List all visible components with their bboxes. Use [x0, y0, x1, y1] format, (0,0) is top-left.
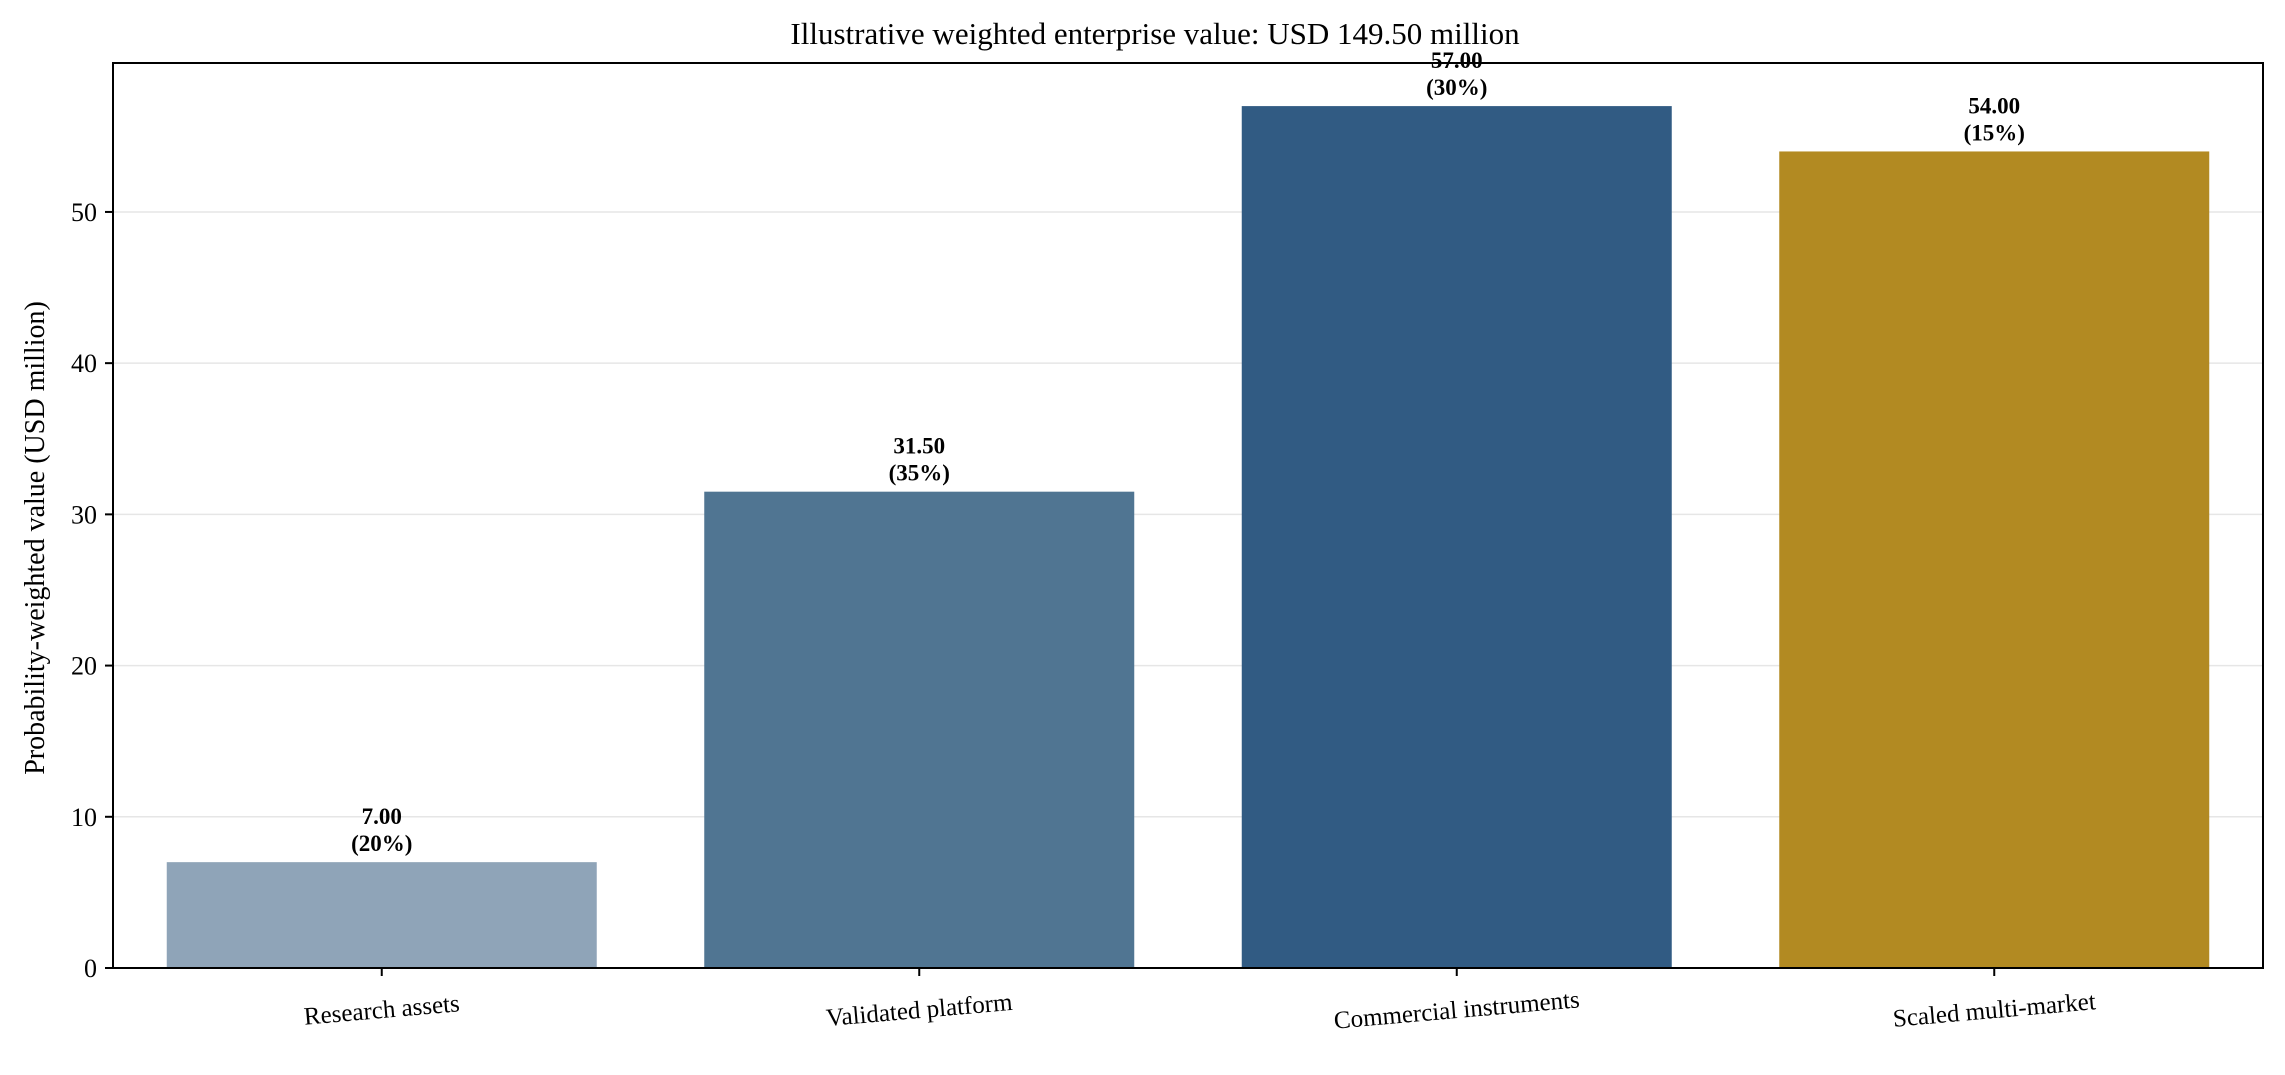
- bar-weight-label: (20%): [351, 831, 412, 856]
- bars: [166, 106, 2210, 969]
- bar-value-label: 31.50: [893, 434, 945, 459]
- y-axis-ticks: 0 10 20 30 40 50: [71, 198, 113, 983]
- x-tick-label: Validated platform: [825, 989, 1014, 1032]
- y-tick-label: 0: [84, 954, 97, 983]
- y-tick-label: 50: [71, 198, 97, 227]
- x-tick-label: Research assets: [303, 990, 461, 1031]
- bar-weight-label: (30%): [1426, 75, 1487, 100]
- chart-title: Illustrative weighted enterprise value: …: [790, 16, 1520, 51]
- bar: [1241, 106, 1672, 969]
- y-tick-label: 10: [71, 803, 97, 832]
- bar-weight-label: (15%): [1964, 120, 2025, 145]
- x-tick-label: Scaled multi-market: [1892, 988, 2097, 1033]
- y-tick-label: 40: [71, 349, 97, 378]
- bar-value-label: 54.00: [1968, 93, 2020, 118]
- y-axis-label: Probability-weighted value (USD million): [20, 301, 51, 775]
- x-tick-label: Commercial instruments: [1333, 986, 1581, 1034]
- bar: [1779, 151, 2210, 969]
- x-axis-ticks: Research assets Validated platform Commerc…: [303, 968, 2097, 1035]
- bar-value-label: 57.00: [1431, 48, 1483, 73]
- plot-frame: [112, 62, 2264, 969]
- bar: [166, 862, 597, 968]
- bar-value-label: 7.00: [362, 804, 402, 829]
- y-tick-label: 20: [71, 652, 97, 681]
- bar-weight-label: (35%): [889, 461, 950, 486]
- bar: [704, 491, 1135, 968]
- y-tick-label: 30: [71, 500, 97, 529]
- bar-data-labels: 7.00(20%) 31.50(35%) 57.00(30%) 54.00(15%): [351, 48, 2025, 856]
